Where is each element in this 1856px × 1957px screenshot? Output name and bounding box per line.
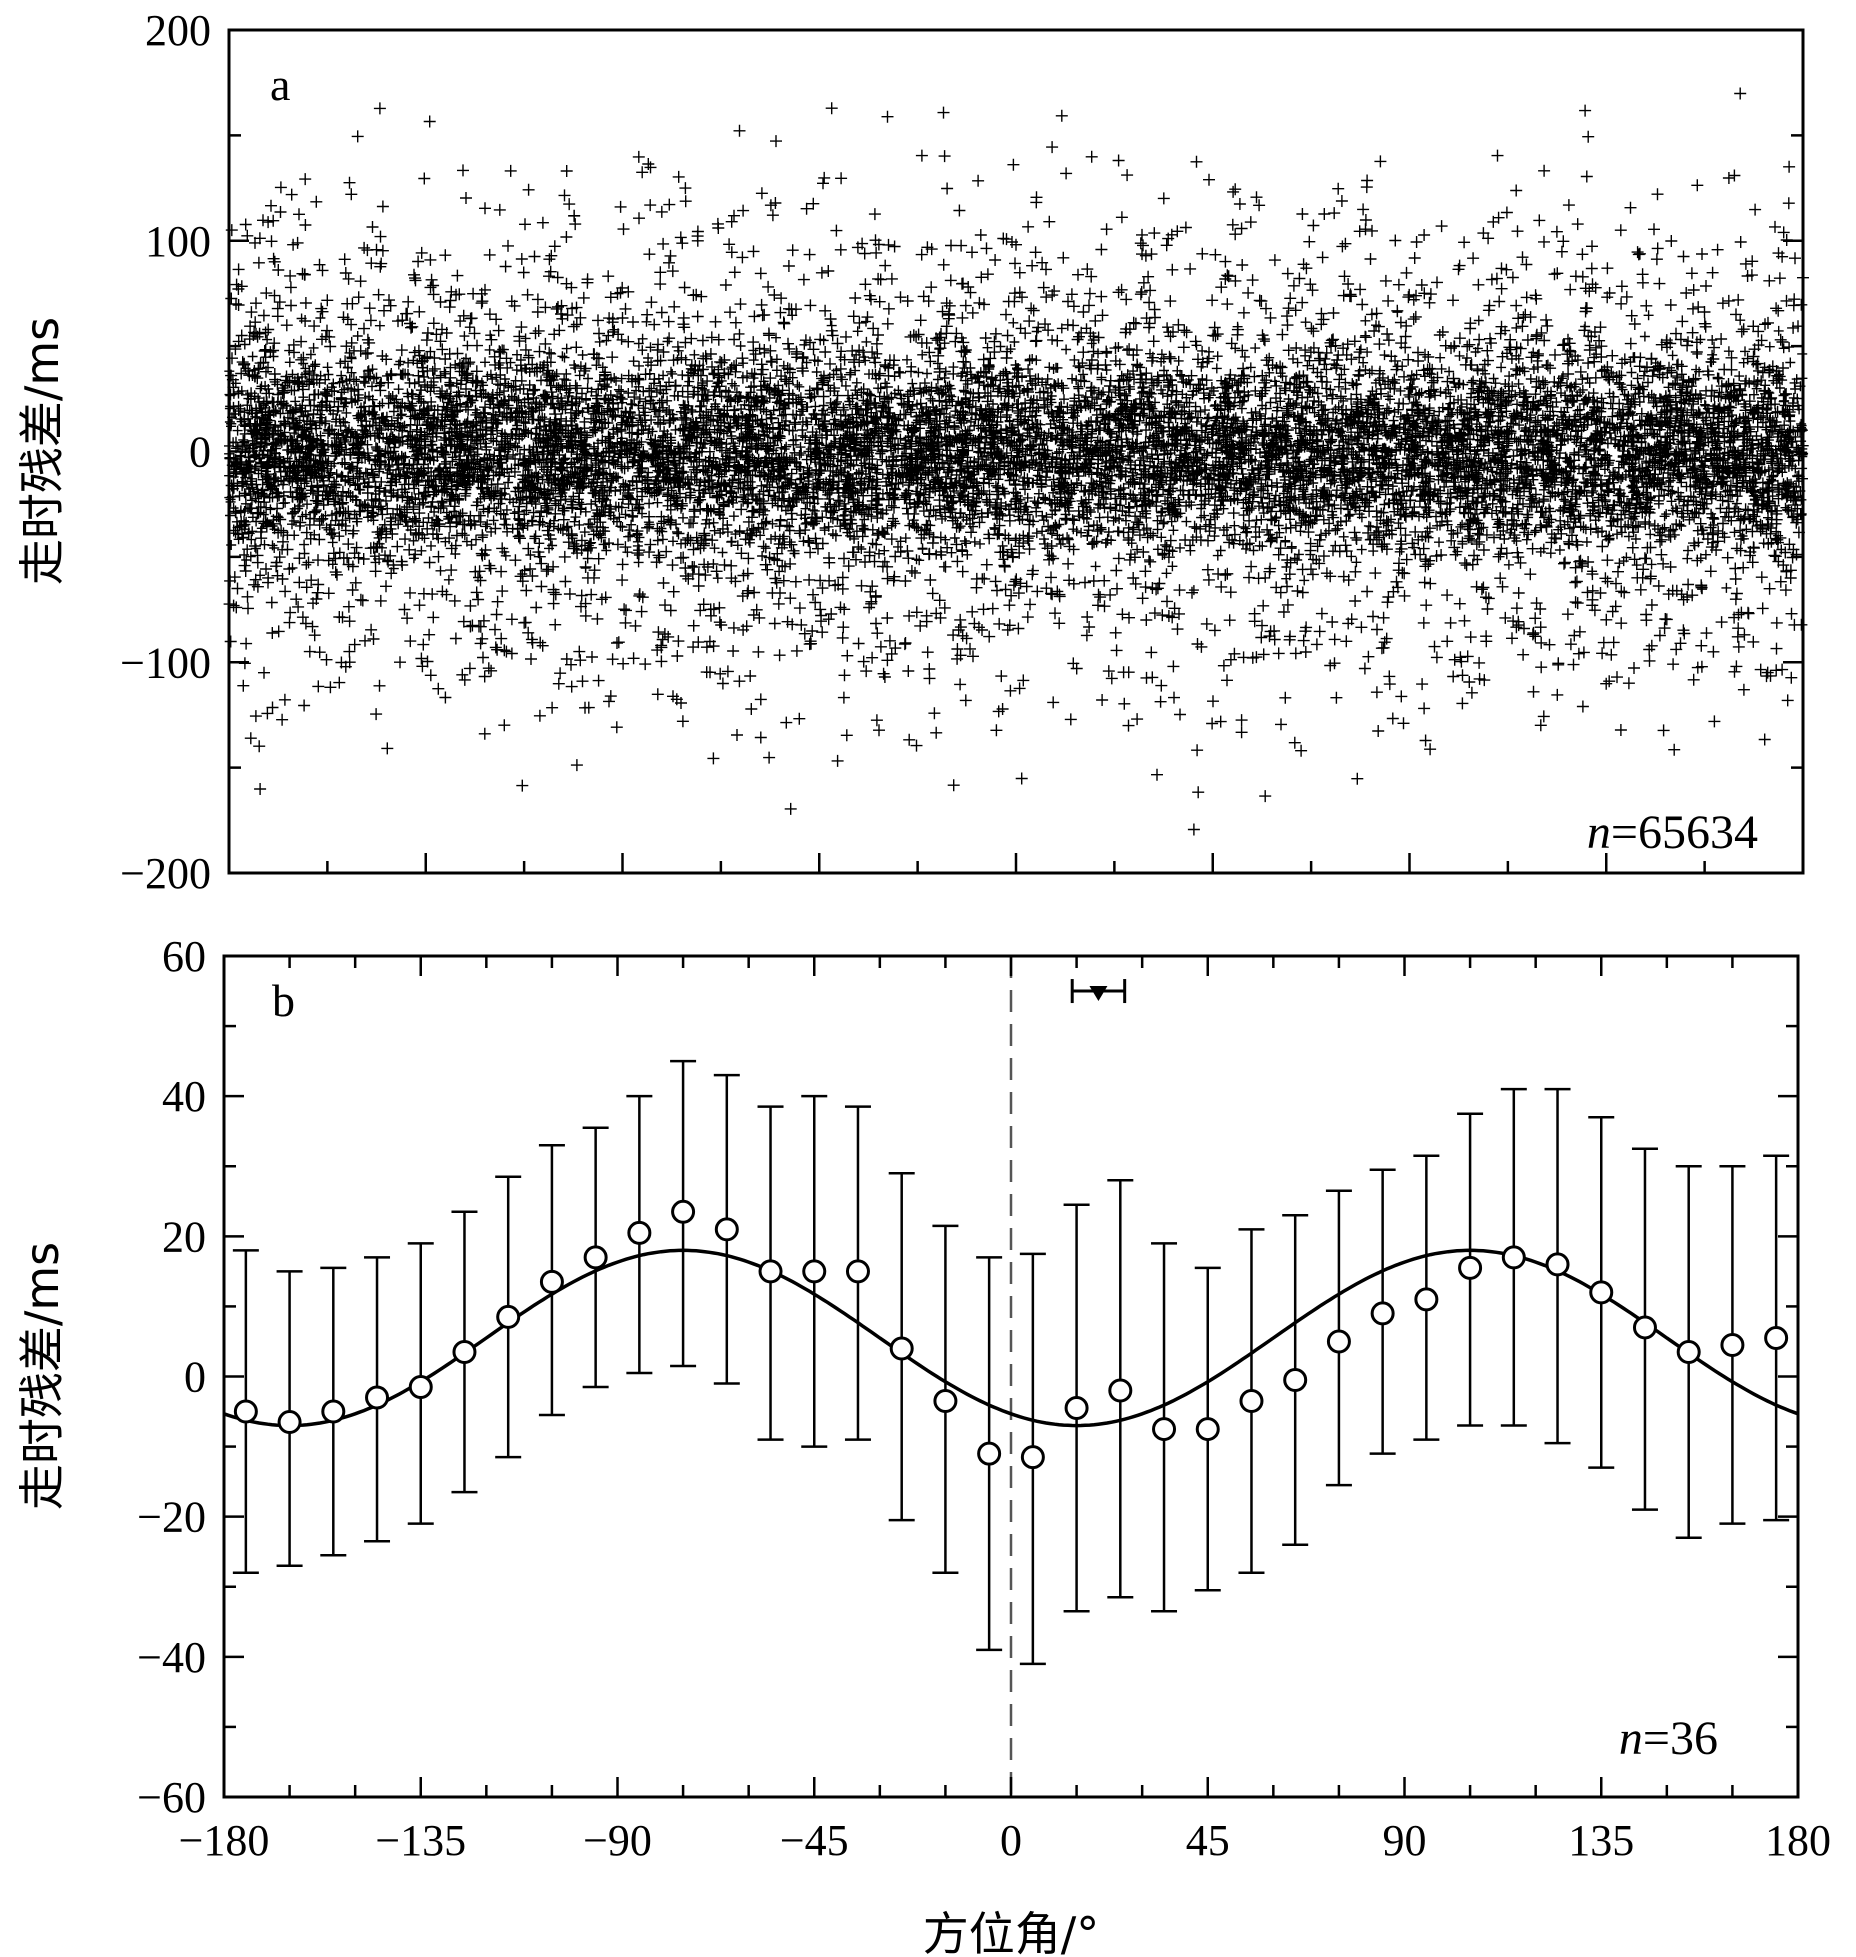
- b-data-point: [1545, 1252, 1570, 1277]
- panel-a: 200 100 0 −100 −200 a n=65634 走时残差/ms: [15, 6, 1809, 898]
- a-y-tick-label: −100: [120, 638, 211, 687]
- b-x-axis-title: 方位角/°: [923, 1907, 1100, 1957]
- b-data-point: [758, 1259, 783, 1284]
- b-y-tick-label: 60: [162, 932, 206, 981]
- b-y-tick-labels: 60 40 20 0 −20 −40 −60: [137, 932, 206, 1822]
- b-data-points: [233, 1199, 1789, 1470]
- b-data-point: [1195, 1417, 1220, 1442]
- a-count-label: n=65634: [1587, 806, 1758, 859]
- b-data-point: [671, 1199, 696, 1224]
- a-plus-markers: [223, 87, 1809, 836]
- a-y-tick-label: −200: [120, 849, 211, 898]
- b-data-point: [1152, 1417, 1177, 1442]
- b-y-tick-label: −20: [137, 1493, 206, 1542]
- b-data-point: [1676, 1339, 1701, 1364]
- b-data-point: [627, 1220, 652, 1245]
- b-data-point: [1370, 1301, 1395, 1326]
- b-x-tick-label: −45: [780, 1816, 849, 1865]
- a-count-n: n: [1587, 806, 1611, 859]
- b-data-point: [452, 1339, 477, 1364]
- b-y-tick-label: −40: [137, 1633, 206, 1682]
- a-y-tick-label: 100: [145, 217, 211, 266]
- a-y-axis-title: 走时残差/ms: [15, 317, 69, 585]
- b-x-tick-label: 180: [1765, 1816, 1831, 1865]
- b-data-point: [496, 1304, 521, 1329]
- b-data-point: [277, 1410, 302, 1435]
- a-scatter-points: [223, 87, 1809, 836]
- b-data-point: [889, 1336, 914, 1361]
- b-data-point: [933, 1389, 958, 1414]
- b-data-point: [1326, 1329, 1351, 1354]
- b-data-point: [1764, 1325, 1789, 1350]
- b-count-value: =36: [1643, 1712, 1718, 1765]
- b-data-point: [321, 1399, 346, 1424]
- b-data-point: [408, 1375, 433, 1400]
- a-y-tick-label: 200: [145, 6, 211, 55]
- b-data-point: [1283, 1368, 1308, 1393]
- b-x-tick-label: 0: [1000, 1816, 1022, 1865]
- b-x-tick-label: −135: [375, 1816, 466, 1865]
- b-data-point: [233, 1399, 258, 1424]
- b-y-tick-label: 40: [162, 1072, 206, 1121]
- a-y-tick-label: 0: [189, 428, 211, 477]
- b-triangle-marker: [1070, 979, 1127, 1004]
- b-data-point: [539, 1269, 564, 1294]
- b-data-point: [802, 1259, 827, 1284]
- b-plot-frame: [222, 954, 1800, 1799]
- b-marker-triangle: [1089, 986, 1108, 1002]
- b-panel-label: b: [272, 975, 295, 1026]
- b-x-tick-label: 135: [1568, 1816, 1634, 1865]
- b-x-tick-label: 90: [1383, 1816, 1427, 1865]
- b-y-axis-title: 走时残差/ms: [15, 1242, 69, 1510]
- a-plot-frame: [227, 28, 1805, 875]
- b-x-tick-labels: −180 −135 −90 −45 0 45 90 135 180: [179, 1816, 1831, 1865]
- b-data-point: [1720, 1332, 1745, 1357]
- b-y-tick-label: −60: [137, 1773, 206, 1822]
- b-fit-curve: [223, 1248, 1799, 1428]
- b-data-point: [1414, 1287, 1439, 1312]
- b-y-tick-label: 0: [184, 1353, 206, 1402]
- b-data-point: [1501, 1245, 1526, 1270]
- b-data-point: [1458, 1255, 1483, 1280]
- b-y-tick-label: 20: [162, 1212, 206, 1261]
- b-data-point: [1020, 1445, 1045, 1470]
- b-count-n: n: [1619, 1712, 1643, 1765]
- b-data-point: [1108, 1378, 1133, 1403]
- b-data-point: [583, 1245, 608, 1270]
- b-data-point: [714, 1217, 739, 1242]
- b-data-point: [1239, 1389, 1264, 1414]
- b-count-label: n=36: [1619, 1712, 1718, 1765]
- b-data-point: [1632, 1315, 1657, 1340]
- a-count-value: =65634: [1611, 806, 1758, 859]
- b-x-tick-label: −90: [583, 1816, 652, 1865]
- a-panel-label: a: [270, 59, 290, 110]
- b-x-tick-label: −180: [179, 1816, 270, 1865]
- b-tick-marks: [222, 954, 1800, 1799]
- panel-b: 60 40 20 0 −20 −40 −60 −180 −135 −90 −45 0 45 90 135 1…: [15, 932, 1831, 1957]
- b-data-point: [1589, 1280, 1614, 1305]
- b-data-point: [1064, 1396, 1089, 1421]
- b-data-point: [977, 1441, 1002, 1466]
- b-data-point: [365, 1385, 390, 1410]
- b-x-tick-label: 45: [1186, 1816, 1230, 1865]
- a-y-tick-labels: 200 100 0 −100 −200: [120, 6, 211, 898]
- b-data-point: [845, 1259, 870, 1284]
